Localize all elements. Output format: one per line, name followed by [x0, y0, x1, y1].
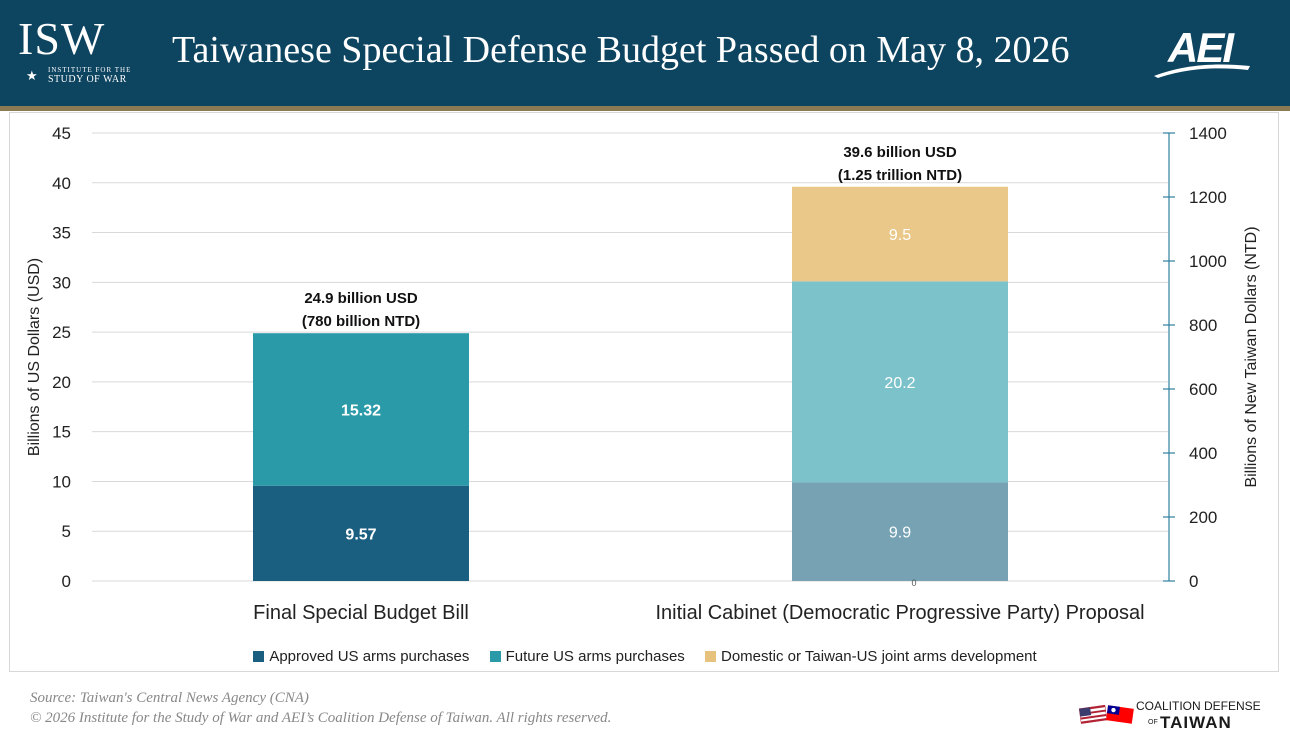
y2-tick-label: 0 — [1189, 572, 1198, 591]
y-tick-label: 10 — [52, 472, 71, 491]
chart-frame — [9, 112, 1279, 672]
header-divider — [0, 106, 1290, 111]
x-category-label: Final Special Budget Bill — [253, 602, 469, 624]
y2-tick-label: 1400 — [1189, 124, 1227, 143]
page-title: Taiwanese Special Defense Budget Passed … — [172, 29, 1070, 71]
x-category-label: Initial Cabinet (Democratic Progressive … — [655, 602, 1144, 624]
y-tick-label: 40 — [52, 174, 71, 193]
cdt-logo-of: OF — [1148, 719, 1158, 726]
y-tick-label: 35 — [52, 224, 71, 243]
bar-segment — [792, 482, 1008, 581]
legend-swatch-domestic — [704, 651, 716, 662]
data-label: 20.2 — [884, 375, 915, 392]
y2-tick-label: 600 — [1189, 380, 1217, 399]
y-tick-label: 30 — [52, 273, 71, 292]
y2-tick-label: 1000 — [1189, 252, 1227, 271]
zero-data-label: 0 — [911, 578, 916, 588]
data-label: 9.5 — [889, 227, 911, 244]
aei-logo: AEI — [1150, 24, 1260, 80]
y-tick-label: 20 — [52, 373, 71, 392]
chart-legend: Approved US arms purchases Future US arm… — [0, 648, 1290, 665]
stacked-bar-chart: 0 5 10 15 20 25 30 35 40 45 0 200 400 600 800 1000 1200 1… — [26, 124, 1260, 624]
copyright-line: © 2026 Institute for the Study of War an… — [30, 710, 612, 726]
y2-tick-label: 400 — [1189, 444, 1217, 463]
cdt-logo-line2: TAIWAN — [1160, 713, 1232, 732]
source-line: Source: Taiwan's Central News Agency (CN… — [30, 690, 309, 706]
isw-logo-line2: STUDY OF WAR — [48, 74, 127, 85]
y-tick-label: 5 — [62, 522, 71, 541]
bar-segment — [253, 333, 469, 486]
legend-label-domestic: Domestic or Taiwan-US joint arms develop… — [720, 648, 1037, 665]
data-label: 9.9 — [889, 525, 911, 542]
bar-segment — [792, 281, 1008, 483]
bar-segment — [792, 186, 1008, 282]
isw-logo: ISW ★ INSTITUTE FOR THE STUDY OF WAR — [18, 16, 143, 86]
bar-segment — [253, 485, 469, 581]
header-banner: ISW ★ INSTITUTE FOR THE STUDY OF WAR Tai… — [0, 0, 1290, 106]
aei-swoosh-icon — [1154, 64, 1250, 78]
isw-logo-mark: ISW — [18, 13, 106, 64]
y-tick-label: 15 — [52, 423, 71, 442]
data-label: 9.57 — [345, 526, 376, 543]
data-label: 15.32 — [341, 402, 381, 419]
legend-item-approved: Approved US arms purchases — [253, 648, 469, 665]
y2-tick-label: 200 — [1189, 508, 1217, 527]
y-tick-label: 45 — [52, 124, 71, 143]
star-icon: ★ — [26, 68, 38, 83]
source-note: Source: Taiwan's Central News Agency (CN… — [30, 688, 611, 728]
y2-tick-label: 1200 — [1189, 188, 1227, 207]
y-tick-label: 0 — [62, 572, 71, 591]
total-label-line2: (780 billion NTD) — [302, 313, 420, 330]
aei-logo-mark: AEI — [1168, 24, 1234, 71]
legend-swatch-future — [489, 651, 501, 662]
legend-item-future: Future US arms purchases — [489, 648, 685, 665]
us-taiwan-flags-icon — [1078, 704, 1134, 724]
legend-swatch-approved — [253, 651, 265, 662]
isw-logo-line1: INSTITUTE FOR THE — [48, 66, 132, 74]
y2-tick-label: 800 — [1189, 316, 1217, 335]
y-tick-label: 25 — [52, 323, 71, 342]
coalition-defense-taiwan-logo: COALITION DEFENSE OF TAIWAN — [1076, 699, 1276, 733]
total-label-line1: 24.9 billion USD — [304, 290, 418, 307]
cdt-logo-line1: COALITION DEFENSE — [1136, 699, 1261, 713]
legend-label-future: Future US arms purchases — [505, 648, 685, 665]
total-label-line1: 39.6 billion USD — [843, 144, 957, 161]
y-axis-title: Billions of US Dollars (USD) — [26, 258, 43, 456]
y2-axis-title: Billions of New Taiwan Dollars (NTD) — [1243, 226, 1260, 487]
legend-item-domestic: Domestic or Taiwan-US joint arms develop… — [704, 648, 1037, 665]
total-label-line2: (1.25 trillion NTD) — [838, 167, 962, 184]
legend-label-approved: Approved US arms purchases — [269, 648, 470, 665]
